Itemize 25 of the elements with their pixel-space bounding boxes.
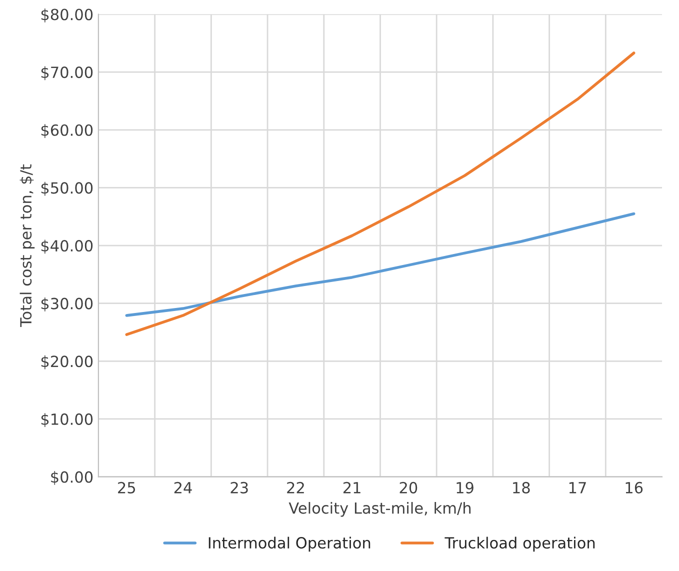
x-tick-label: 16 xyxy=(626,482,643,494)
y-axis-title: Total cost per ton, $/t xyxy=(20,164,35,328)
y-tick-label: $0.00 xyxy=(51,470,93,485)
x-tick-label: 18 xyxy=(513,482,530,494)
x-tick-label: 21 xyxy=(343,482,360,494)
x-tick-label: 25 xyxy=(118,482,136,494)
y-tick-label: $20.00 xyxy=(41,355,93,370)
x-tick-label: 17 xyxy=(569,482,586,494)
x-tick-label: 20 xyxy=(400,482,418,494)
line-series xyxy=(125,52,636,336)
x-axis-title: Velocity Last-mile, km/h xyxy=(288,502,471,517)
y-tick-label: $80.00 xyxy=(41,8,93,22)
x-tick-label: 23 xyxy=(230,482,248,494)
y-tick-label: $40.00 xyxy=(41,240,93,254)
y-tick-label: $70.00 xyxy=(41,66,93,80)
y-tick-label: $60.00 xyxy=(41,124,93,138)
y-tick-label: $50.00 xyxy=(41,182,93,196)
x-tick-label: 24 xyxy=(174,482,192,494)
line-series xyxy=(125,212,636,317)
legend-label: Truckload operation xyxy=(444,536,595,552)
x-tick-label: 19 xyxy=(456,482,474,494)
x-tick-label: 22 xyxy=(287,482,304,494)
legend-label: Intermodal Operation xyxy=(208,536,370,552)
y-tick-label: $10.00 xyxy=(41,413,93,428)
y-tick-label: $30.00 xyxy=(41,298,93,312)
